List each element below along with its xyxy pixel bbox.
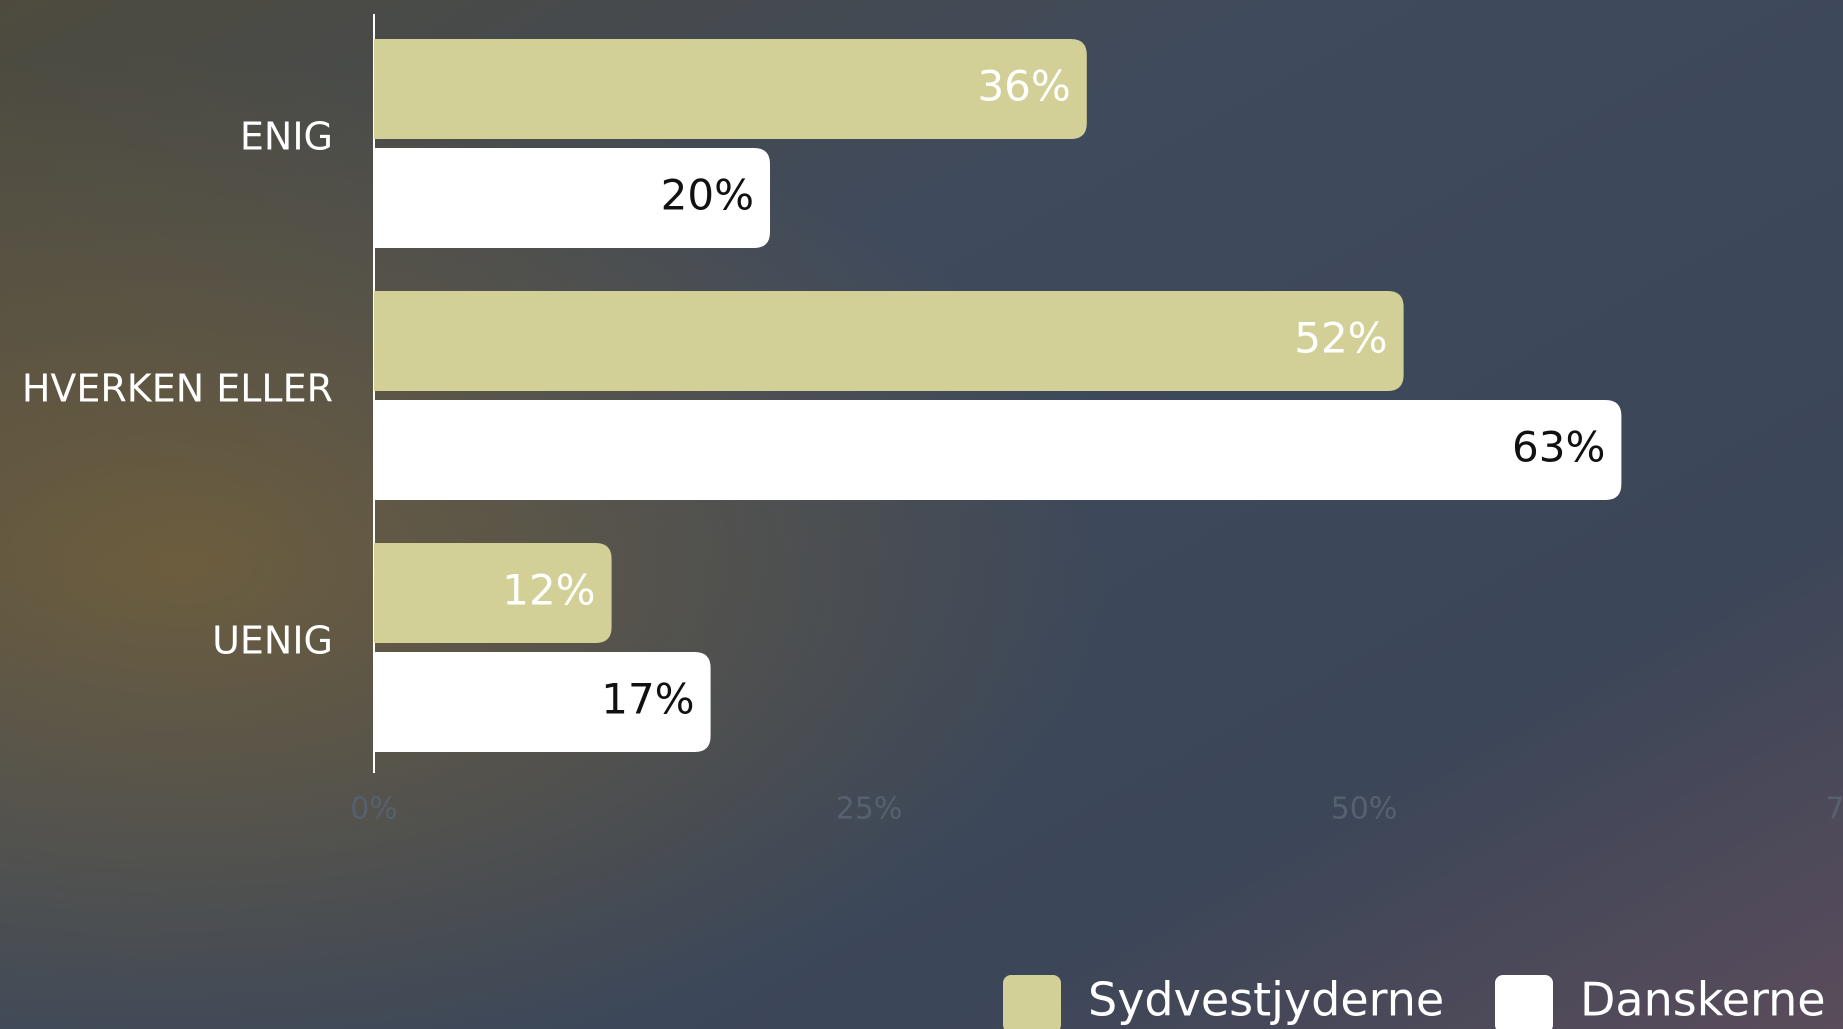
category-label: UENIG — [212, 619, 333, 663]
page: {"chart_data": {"type": "bar", "orientat… — [0, 0, 1843, 1029]
value-label: 20% — [661, 171, 754, 220]
value-label: 17% — [601, 675, 694, 724]
bar — [374, 400, 1621, 500]
legend-label: Danskerne — [1580, 973, 1826, 1027]
legend-swatch — [1003, 975, 1061, 1029]
x-tick-label: 75% — [1826, 792, 1843, 827]
chart: 0% 25% 50% 75% ENIG 36% 20% HVERKEN ELLER 52% 63%… — [0, 0, 1843, 1029]
x-tick-label: 25% — [836, 792, 903, 827]
x-tick-label: 50% — [1331, 792, 1398, 827]
x-tick-label: 0% — [350, 792, 398, 827]
value-label: 63% — [1512, 423, 1605, 472]
value-label: 52% — [1294, 314, 1387, 363]
bar — [374, 291, 1404, 391]
value-label: 12% — [502, 566, 595, 615]
value-label: 36% — [977, 62, 1070, 111]
category-label: ENIG — [240, 115, 333, 159]
category-label: HVERKEN ELLER — [22, 367, 333, 411]
legend-swatch — [1495, 975, 1553, 1029]
legend-label: Sydvestjyderne — [1088, 973, 1444, 1027]
